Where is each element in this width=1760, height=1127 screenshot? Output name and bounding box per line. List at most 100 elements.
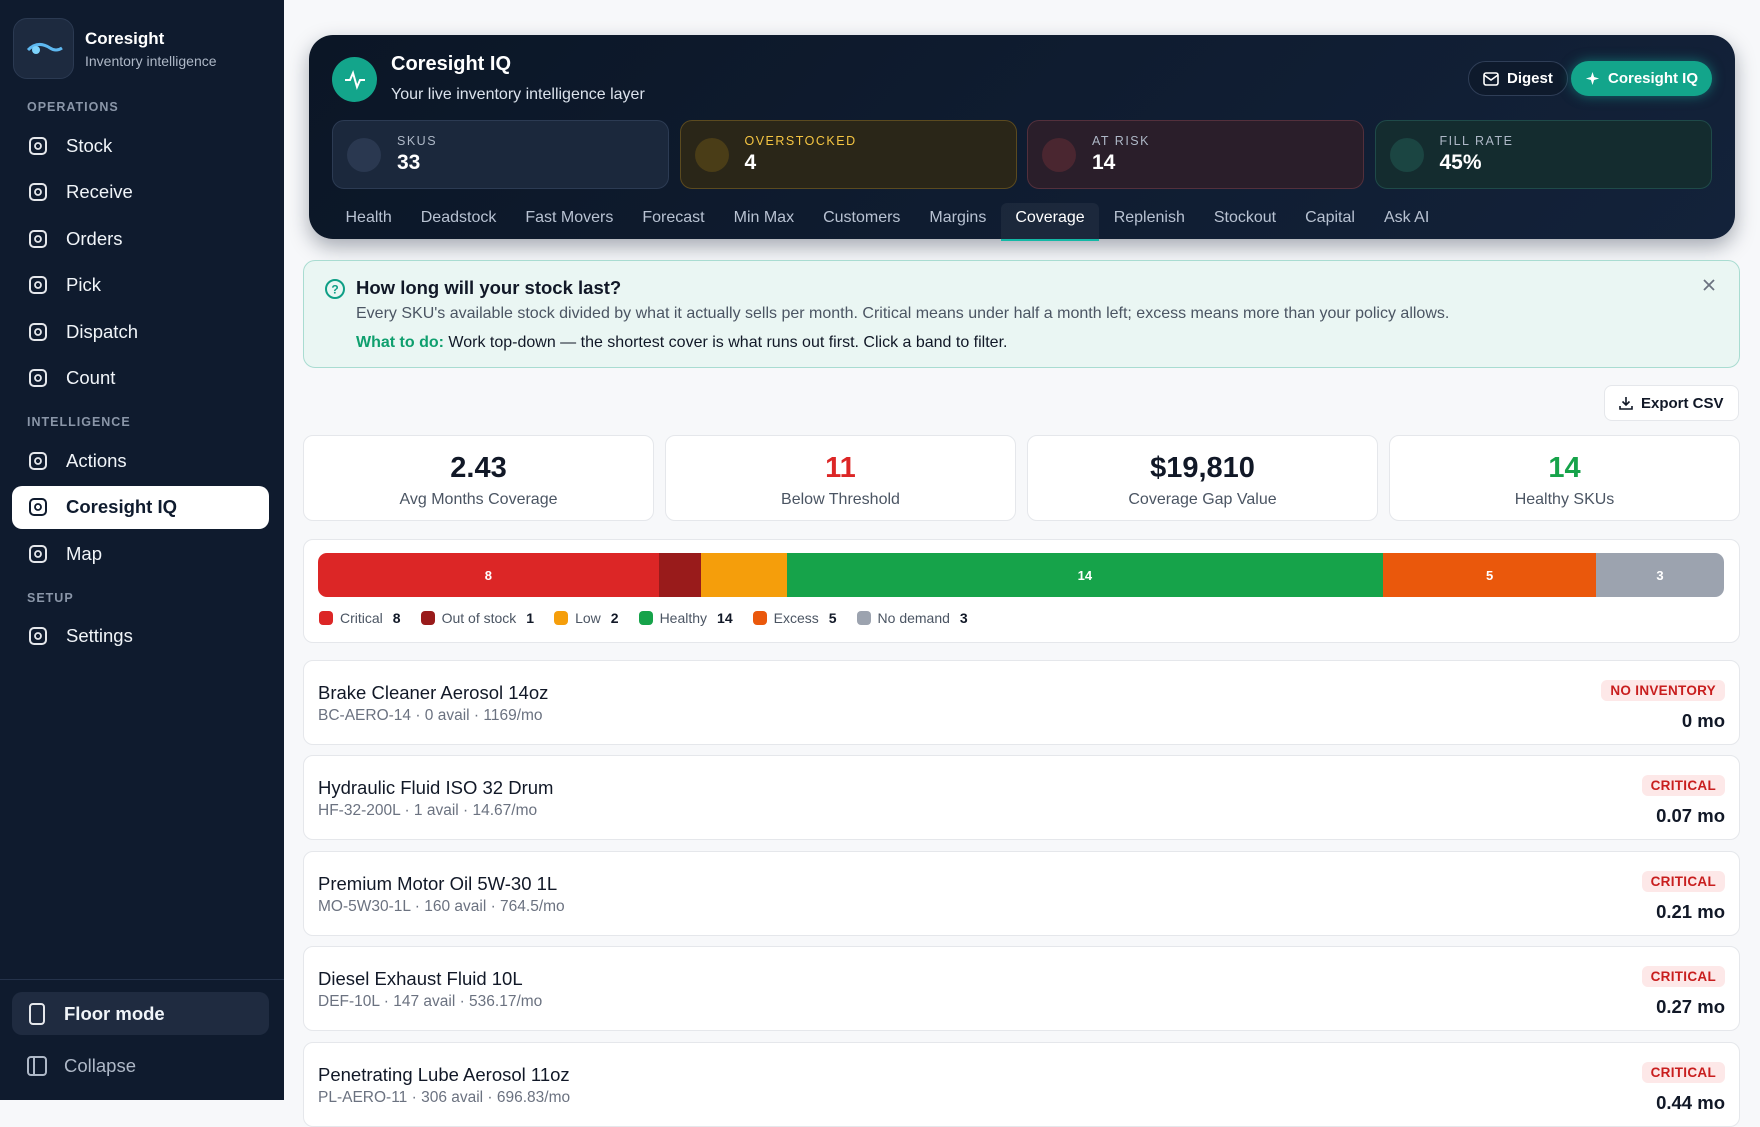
bar-segment[interactable]: 8 [318, 553, 659, 597]
nav-item[interactable]: Orders [12, 217, 269, 260]
legend-count: 1 [526, 610, 535, 626]
legend-swatch [752, 611, 767, 625]
stat-text: OVERSTOCKED 4 [745, 134, 857, 175]
sku-row[interactable]: Brake Cleaner Aerosol 14oz BC-AERO-14 · 0… [303, 660, 1740, 745]
sku-meta: BC-AERO-14 · 0 avail · 1169/mo [318, 707, 543, 724]
coresight-iq-button[interactable]: Coresight IQ [1571, 61, 1713, 96]
sku-meta: DEF-10L · 147 avail · 536.17/mo [318, 993, 543, 1011]
sku-meta: MO-5W30-1L · 160 avail · 764.5/mo [318, 897, 565, 915]
tab[interactable]: Replenish [1113, 209, 1185, 226]
legend-swatch [420, 611, 435, 625]
nav-item[interactable]: Settings [12, 615, 269, 658]
tab[interactable]: Capital [1305, 209, 1355, 226]
sku-row[interactable]: Premium Motor Oil 5W-30 1L MO-5W30-1L · 1… [303, 850, 1740, 936]
tab[interactable]: Coverage [1000, 203, 1100, 241]
icon [29, 229, 47, 248]
tab[interactable]: Margins [929, 209, 987, 226]
nav-label: Map [66, 542, 102, 564]
action-text: Work top-down — the shortest cover is wh… [448, 334, 1008, 351]
digest-button[interactable]: Digest [1468, 61, 1568, 96]
bar-segment[interactable] [701, 553, 787, 597]
tab[interactable]: Deadstock [420, 209, 497, 226]
bar-segment[interactable]: 5 [1383, 553, 1597, 597]
nav-label: Dispatch [66, 320, 138, 342]
kpi-value: 2.43 [450, 452, 507, 484]
sku-name: Premium Motor Oil 5W-30 1L [318, 872, 558, 894]
stat-card: AT RISK 14 [1027, 120, 1364, 189]
legend-entry[interactable]: Critical 8 [319, 610, 401, 626]
legend-entry[interactable]: Excess 5 [752, 610, 837, 626]
collapse-button[interactable]: Collapse [12, 1044, 269, 1087]
sku-name: Penetrating Lube Aerosol 11oz [318, 1063, 570, 1085]
kpi-value: 11 [825, 452, 856, 484]
kpi-value: 14 [1548, 452, 1581, 484]
sku-row[interactable]: Penetrating Lube Aerosol 11oz PL-AERO-11 … [303, 1041, 1740, 1127]
nav-label: Stock [66, 134, 113, 156]
legend-name: No demand [877, 610, 950, 626]
sku-row[interactable]: Diesel Exhaust Fluid 10L DEF-10L · 147 av… [303, 946, 1740, 1032]
section-label: SETUP [27, 590, 74, 605]
tab[interactable]: Health [345, 209, 392, 226]
legend-entry[interactable]: Healthy 14 [638, 610, 733, 626]
segment-label: 3 [1656, 567, 1664, 583]
icon [29, 136, 47, 155]
tab[interactable]: Stockout [1213, 209, 1277, 226]
tab[interactable]: Ask AI [1383, 209, 1430, 226]
kpi-label: Healthy SKUs [1514, 491, 1615, 508]
export-csv-button[interactable]: Export CSV [1604, 385, 1739, 421]
sku-meta: HF-32-200L · 1 avail · 14.67/mo [318, 802, 538, 820]
nav-label: Coresight IQ [66, 496, 178, 517]
tab[interactable]: Fast Movers [525, 209, 614, 226]
logo-mark [26, 43, 63, 54]
bar-segment[interactable]: 14 [786, 553, 1384, 597]
kpi-card: $19,810 Coverage Gap Value [1027, 435, 1378, 521]
nav-label: Settings [66, 625, 133, 646]
icon [1619, 397, 1633, 410]
nav-item[interactable]: Pick [12, 264, 269, 307]
legend-name: Healthy [659, 610, 708, 626]
stat-label: AT RISK [1092, 134, 1150, 148]
nav-item[interactable]: Actions [12, 439, 269, 482]
tab[interactable]: Customers [823, 209, 901, 226]
kpi-label: Below Threshold [781, 491, 900, 508]
info-box: ? How long will your stock last? Every S… [303, 260, 1740, 368]
main: Coresight IQ Your live inventory intelli… [284, 0, 1760, 1127]
nav-item[interactable]: Receive [12, 171, 269, 214]
info-body: Every SKU's available stock divided by w… [356, 305, 1450, 322]
stat-text: SKUS 33 [397, 134, 437, 175]
label: Floor mode [64, 1002, 165, 1024]
legend-entry[interactable]: Out of stock 1 [420, 610, 535, 626]
sku-row[interactable]: Hydraulic Fluid ISO 32 Drum HF-32-200L · … [303, 755, 1740, 841]
stat-label: SKUS [397, 134, 438, 148]
icon [29, 451, 47, 470]
legend-swatch [638, 611, 653, 625]
coverage-bar: 8 14 5 3 [318, 553, 1724, 597]
legend-name: Critical [340, 610, 383, 626]
nav-item[interactable]: Dispatch [12, 310, 269, 353]
legend-count: 3 [959, 610, 968, 626]
kpi-label: Avg Months Coverage [399, 491, 558, 508]
stat-value: 45% [1439, 151, 1482, 174]
sku-meta: PL-AERO-11 · 306 avail · 696.83/mo [318, 1088, 571, 1106]
tab[interactable]: Min Max [733, 209, 795, 226]
stat-value: 14 [1092, 151, 1116, 174]
tab[interactable]: Forecast [642, 209, 705, 226]
nav-item[interactable]: Count [12, 357, 269, 400]
nav-item[interactable]: Coresight IQ [12, 485, 269, 529]
legend-entry[interactable]: Low 2 [554, 610, 619, 626]
floor-mode-button[interactable]: Floor mode [12, 992, 269, 1035]
close-button[interactable] [1702, 278, 1716, 292]
nav-item[interactable]: Map [12, 532, 269, 575]
icon [29, 183, 47, 201]
status-badge: CRITICAL [1641, 1061, 1725, 1083]
bar-segment[interactable]: 3 [1596, 553, 1724, 597]
legend-entry[interactable]: No demand 3 [856, 610, 968, 626]
kpi-card: 2.43 Avg Months Coverage [303, 435, 654, 521]
section-label: OPERATIONS [27, 100, 119, 114]
coverage-value: 0 mo [1681, 710, 1725, 731]
nav-item[interactable]: Stock [12, 124, 269, 167]
coverage-value: 0.44 mo [1656, 1091, 1725, 1113]
bar-segment[interactable] [658, 553, 702, 597]
stat-icon [694, 137, 729, 172]
